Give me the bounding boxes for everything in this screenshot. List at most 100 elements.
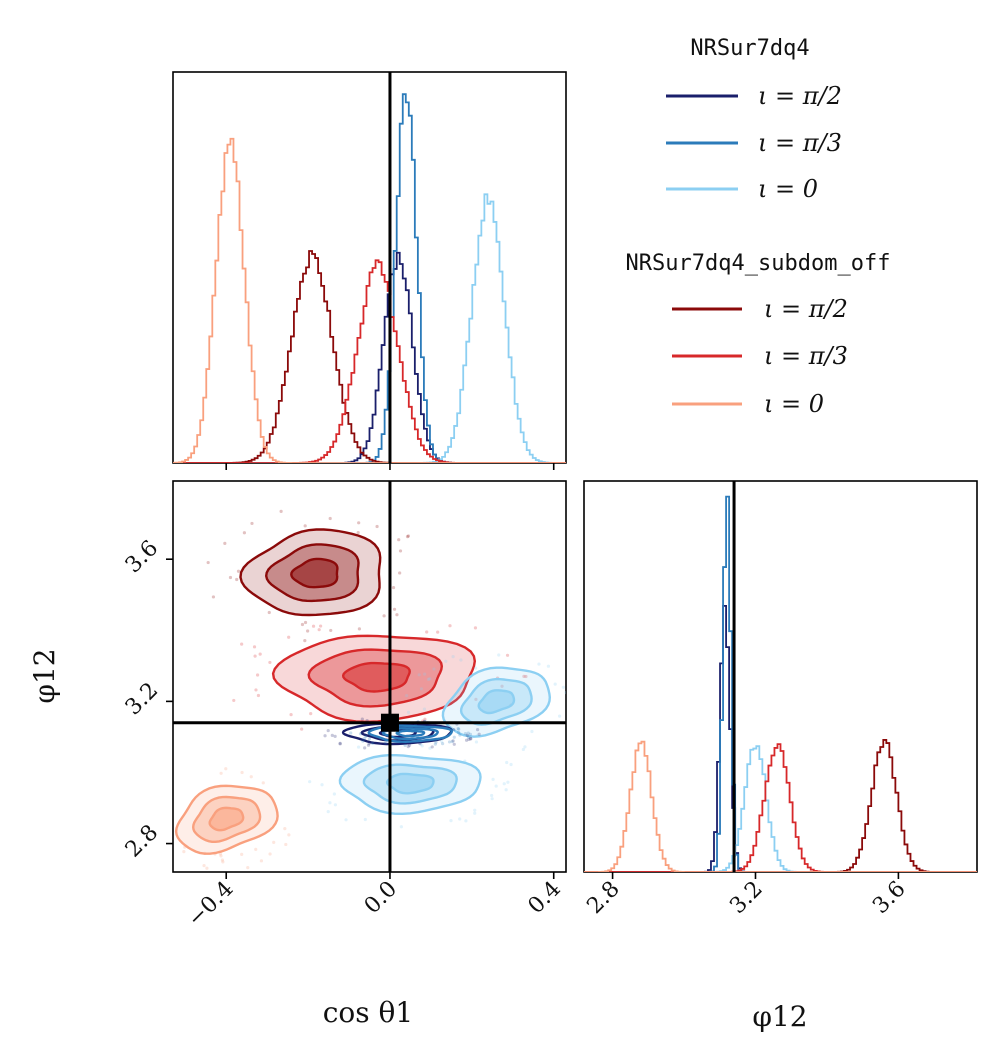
contour-nrsur7dq4-subdom-off--2-sample (398, 549, 403, 553)
contour-nrsur7dq4-subdom-off--3-sample (256, 693, 261, 698)
cos-theta1-hist-nrsur7dq4-subdom-off--0 (173, 137, 566, 463)
contour-nrsur7dq4-subdom-off--3-sample (232, 698, 236, 703)
joint-y-tick-label-2: 3.6 (121, 536, 163, 578)
contour-nrsur7dq4--3-sample (367, 737, 372, 741)
contour-nrsur7dq4--2-sample (363, 746, 367, 750)
contour-nrsur7dq4--0-tail--sample (505, 760, 509, 765)
contour-nrsur7dq4--0-sample (564, 690, 566, 695)
contour-nrsur7dq4-subdom-off--3-sample (255, 673, 260, 677)
contour-nrsur7dq4-subdom-off--0-sample (246, 865, 250, 870)
contour-nrsur7dq4--0-sample (422, 707, 427, 711)
phi12-histograms (584, 481, 977, 872)
contour-nrsur7dq4--2-sample (360, 717, 364, 721)
contour-nrsur7dq4-subdom-off--3-sample (309, 712, 313, 716)
contour-nrsur7dq4--3-sample (456, 726, 460, 731)
contour-nrsur7dq4-subdom-off--0-sample (272, 840, 276, 845)
contour-nrsur7dq4--3-sample (466, 731, 470, 735)
contour-nrsur7dq4-subdom-off--3-sample (289, 713, 293, 717)
contour-nrsur7dq4-subdom-off--2-sample (406, 534, 411, 538)
contour-nrsur7dq4--2-sample (430, 745, 434, 749)
joint-contours (153, 481, 566, 872)
contour-nrsur7dq4-subdom-off--2-sample (267, 610, 271, 615)
contour-nrsur7dq4-subdom-off--0-sample (259, 859, 264, 863)
contour-nrsur7dq4-subdom-off--3-sample (436, 630, 440, 634)
contour-nrsur7dq4--2-level-1 (341, 722, 453, 746)
contour-nrsur7dq4--0-tail--sample (440, 739, 444, 743)
contour-nrsur7dq4-subdom-off--2-sample (357, 521, 361, 525)
contour-nrsur7dq4-subdom-off--0-sample (153, 817, 156, 820)
contour-nrsur7dq4-subdom-off--2-sample (306, 629, 310, 633)
x-axis-label-phi12: φ12 (752, 1000, 807, 1033)
legend-title-nrsur7dq4: NRSur7dq4 (690, 36, 809, 61)
contour-nrsur7dq4-subdom-off--0-sample (268, 852, 272, 856)
x-axis-label-cos-theta1: cos θ1 (323, 996, 413, 1029)
joint-x-tick-label-2: 0.4 (524, 877, 566, 919)
contour-nrsur7dq4--3-sample (358, 732, 363, 736)
contour-nrsur7dq4--0-sample (537, 662, 541, 666)
contour-nrsur7dq4-subdom-off--0-sample (219, 854, 223, 858)
contour-nrsur7dq4--0-sample (426, 677, 430, 681)
contour-nrsur7dq4-subdom-off--2-sample (303, 620, 308, 625)
joint-x-tick-label-0: −0.4 (183, 877, 238, 932)
contour-nrsur7dq4--3-sample (450, 739, 454, 744)
contour-nrsur7dq4-subdom-off--2-sample (375, 524, 379, 529)
joint-x-tick-label-1: 0.0 (360, 877, 402, 919)
legend-label-nrsur-pi2: ι = π/2 (758, 82, 842, 110)
contour-nrsur7dq4--0-tail--sample (494, 784, 498, 788)
contour-nrsur7dq4--0-sample (405, 693, 409, 698)
contour-nrsur7dq4-subdom-off--0-sample (220, 858, 225, 862)
contour-nrsur7dq4-subdom-off--3-level-3 (341, 661, 411, 693)
contour-nrsur7dq4--0-tail--sample (420, 744, 424, 748)
contour-nrsur7dq4-subdom-off--0-sample (154, 800, 157, 803)
contour-nrsur7dq4--0-sample (459, 658, 463, 662)
contour-nrsur7dq4--3-sample (466, 735, 471, 740)
contour-nrsur7dq4-subdom-off--2-sample (405, 534, 410, 539)
joint-y-tick-label-1: 3.2 (121, 678, 163, 720)
contour-nrsur7dq4-subdom-off--2-sample (398, 571, 402, 575)
contour-nrsur7dq4--0-tail--sample (419, 742, 423, 746)
contour-nrsur7dq4--0-tail--sample (490, 797, 494, 801)
contour-nrsur7dq4-subdom-off--0-sample (167, 852, 170, 855)
contour-nrsur7dq4--0-level-3 (477, 689, 516, 715)
contour-nrsur7dq4-subdom-off--3-sample (268, 660, 272, 665)
contour-nrsur7dq4--0-sample (497, 653, 501, 657)
contour-nrsur7dq4--2-sample (465, 733, 469, 737)
contour-nrsur7dq4-subdom-off--2-sample (395, 613, 399, 617)
contour-nrsur7dq4-subdom-off--2-sample (392, 607, 397, 611)
contour-nrsur7dq4-subdom-off--0-sample (287, 833, 291, 837)
contour-nrsur7dq4--2-sample (333, 734, 337, 738)
contour-nrsur7dq4-subdom-off--2-sample (242, 531, 247, 535)
phi12-hist-nrsur7dq4--0 (584, 745, 977, 872)
contour-nrsur7dq4--0-tail--sample (458, 817, 462, 821)
contour-nrsur7dq4-subdom-off--2-sample (223, 541, 227, 545)
contour-nrsur7dq4-subdom-off--3-sample (473, 626, 478, 630)
contour-nrsur7dq4--2-sample (477, 732, 481, 736)
contour-nrsur7dq4--3-sample (383, 741, 388, 745)
contour-nrsur7dq4-subdom-off--2-sample (357, 627, 361, 631)
contour-nrsur7dq4-subdom-off--2-sample (303, 524, 307, 528)
contour-nrsur7dq4--0-tail--sample (326, 810, 330, 814)
contour-nrsur7dq4--0-sample (406, 710, 411, 714)
contour-nrsur7dq4-subdom-off--2-sample (356, 530, 360, 535)
phi12-hist-nrsur7dq4-subdom-off--0 (584, 740, 977, 872)
contour-nrsur7dq4-subdom-off--0-sample (219, 771, 223, 775)
contour-nrsur7dq4--2-sample (451, 739, 455, 743)
contour-nrsur7dq4-subdom-off--2-sample (300, 622, 305, 627)
contour-nrsur7dq4--3-sample (468, 732, 473, 736)
contour-nrsur7dq4-subdom-off--3-sample (522, 674, 526, 678)
contour-nrsur7dq4-subdom-off--0-sample (261, 781, 265, 785)
contour-nrsur7dq4--3-sample (371, 741, 375, 746)
contour-nrsur7dq4-subdom-off--0-sample (249, 775, 253, 779)
contour-nrsur7dq4-subdom-off--3-sample (300, 727, 304, 731)
legend-label-nrsur-0: ι = 0 (758, 175, 818, 203)
contour-nrsur7dq4--3-sample (364, 734, 368, 738)
contour-nrsur7dq4-subdom-off--0-sample (205, 866, 209, 870)
contour-nrsur7dq4--0-tail--sample (502, 782, 506, 786)
contour-nrsur7dq4--2-sample (469, 737, 473, 741)
contour-nrsur7dq4-subdom-off--3-sample (423, 717, 427, 721)
contour-nrsur7dq4--0-tail--sample (399, 825, 403, 829)
contour-nrsur7dq4--2-sample (330, 733, 334, 737)
contour-nrsur7dq4-subdom-off--3-sample (425, 630, 429, 634)
contour-nrsur7dq4-subdom-off--2-sample (328, 516, 332, 521)
contour-nrsur7dq4--0-tail--sample (506, 780, 510, 784)
